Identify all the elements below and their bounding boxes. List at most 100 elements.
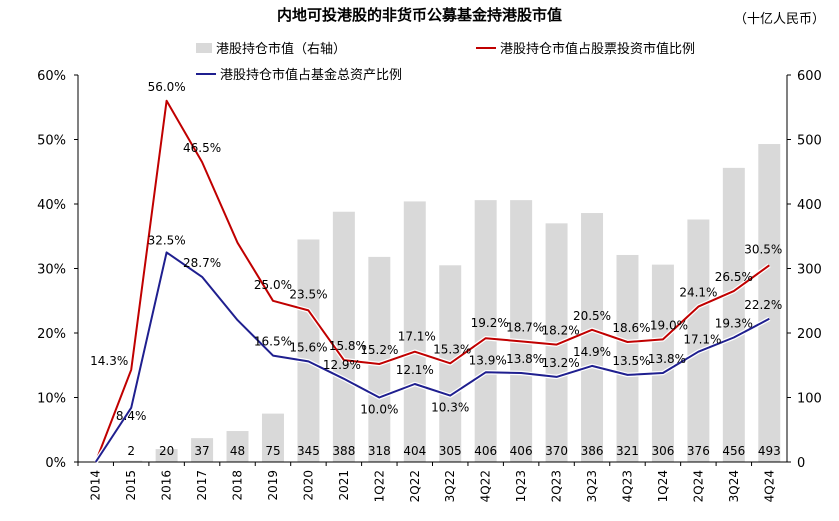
bar <box>651 264 674 462</box>
legend-red-label: 港股持仓市值占股票投资市值比例 <box>500 41 695 57</box>
right-axis-tick-label: 500 <box>797 134 822 149</box>
asset-ratio-label: 13.5% <box>612 354 650 368</box>
x-axis-tick-label: 1Q23 <box>514 470 528 502</box>
bar-value-label: 321 <box>616 444 639 458</box>
bar-value-label: 37 <box>194 444 209 458</box>
right-axis-tick-label: 0 <box>797 456 805 471</box>
x-axis-tick-label: 2015 <box>124 470 138 501</box>
stock-ratio-label: 18.7% <box>506 320 544 334</box>
bar <box>226 431 249 462</box>
asset-ratio-label: 13.2% <box>542 356 580 370</box>
x-axis-tick-label: 2014 <box>89 470 103 501</box>
left-axis-tick-label: 10% <box>37 392 66 407</box>
asset-ratio-label: 10.3% <box>431 401 469 415</box>
stock-ratio-label: 20.5% <box>573 309 611 323</box>
stock-ratio-label: 15.8% <box>329 339 367 353</box>
lines-layer <box>93 98 771 464</box>
chart-title: 内地可投港股的非货币公募基金持港股市值 <box>276 6 562 24</box>
bar-value-label: 386 <box>581 444 604 458</box>
right-axis-tick-label: 200 <box>797 327 822 342</box>
bar <box>687 219 710 462</box>
stock-ratio-label: 19.0% <box>650 318 688 332</box>
stock-ratio-label: 14.3% <box>90 354 128 368</box>
bar <box>403 201 426 463</box>
asset-ratio-label: 16.5% <box>254 335 292 349</box>
stock-ratio-label: 25.0% <box>254 278 292 292</box>
bar-value-label: 48 <box>230 444 245 458</box>
bar-value-label: 404 <box>403 444 426 458</box>
bar <box>155 449 178 462</box>
x-axis-tick-label: 2018 <box>231 470 245 501</box>
unit-label: （十亿人民币） <box>733 12 825 27</box>
asset-ratio-label: 32.5% <box>148 233 186 247</box>
x-axis-tick-label: 2021 <box>337 470 351 501</box>
right-axis-tick-label: 300 <box>797 263 822 278</box>
bar <box>332 211 355 462</box>
bar-value-label: 388 <box>332 444 355 458</box>
bar-value-label: 306 <box>651 444 674 458</box>
legend-bar-swatch <box>196 43 212 53</box>
left-axis-tick-label: 30% <box>37 263 66 278</box>
asset-ratio-label: 12.9% <box>323 358 361 372</box>
stock-ratio-label: 15.3% <box>433 342 471 356</box>
x-axis-tick-label: 3Q22 <box>443 470 457 502</box>
x-axis-tick-label: 1Q24 <box>656 470 670 502</box>
x-axis-tick-label: 3Q23 <box>585 470 599 502</box>
asset-ratio-label: 13.8% <box>506 352 544 366</box>
stock-ratio-label: 56.0% <box>148 80 186 94</box>
labels-layer: 2 20 37 48 75 345 388 318 404 305 406 406 370 386 321 3… <box>90 80 782 458</box>
stock-ratio-label: 23.5% <box>289 287 327 301</box>
stock-ratio-label: 26.5% <box>715 270 753 284</box>
bar-value-label: 75 <box>265 444 280 458</box>
axes-layer: 0% 10% 20% 30% 40% 50% 60% 0 100 200 300 400 500 600 2… <box>37 69 822 502</box>
asset-ratio-label: 15.6% <box>289 340 327 354</box>
asset-ratio-label: 17.1% <box>683 333 721 347</box>
bar <box>581 213 604 462</box>
bar-value-label: 406 <box>474 444 497 458</box>
stock-ratio-label: 30.5% <box>744 242 782 256</box>
x-axis-tick-label: 2016 <box>160 470 174 501</box>
legend-bar-label: 港股持仓市值（右轴） <box>216 41 346 57</box>
bar-value-label: 406 <box>510 444 533 458</box>
stock-ratio-label: 15.2% <box>360 343 398 357</box>
left-axis-tick-label: 0% <box>45 456 66 471</box>
left-axis-tick-label: 50% <box>37 134 66 149</box>
x-axis-tick-label: 2Q23 <box>550 470 564 502</box>
bar-value-label: 493 <box>758 444 781 458</box>
stock-ratio-label: 18.6% <box>612 321 650 335</box>
bar <box>616 254 639 462</box>
legend-blue-label: 港股持仓市值占基金总资产比例 <box>220 67 402 83</box>
right-axis-tick-label: 600 <box>797 69 822 84</box>
x-axis-tick-label: 4Q24 <box>762 470 776 502</box>
x-axis-tick-label: 2017 <box>195 470 209 501</box>
asset-ratio-line <box>94 251 770 463</box>
asset-ratio-label: 22.2% <box>744 298 782 312</box>
left-axis-tick-label: 20% <box>37 327 66 342</box>
bar-value-label: 318 <box>368 444 391 458</box>
right-axis-tick-label: 100 <box>797 392 822 407</box>
stock-ratio-label: 24.1% <box>679 286 717 300</box>
asset-ratio-label: 14.9% <box>573 345 611 359</box>
bar <box>758 144 781 462</box>
asset-ratio-label: 8.4% <box>116 409 147 423</box>
bar <box>297 239 320 462</box>
x-axis-tick-label: 2Q24 <box>691 470 705 502</box>
x-axis-tick-label: 4Q22 <box>479 470 493 502</box>
x-axis-tick-label: 2019 <box>266 470 280 501</box>
stock-ratio-label: 17.1% <box>398 330 436 344</box>
x-axis-tick-label: 4Q23 <box>620 470 634 502</box>
bar <box>510 200 533 462</box>
bar <box>474 200 497 462</box>
stock-ratio-line <box>94 99 770 463</box>
left-axis-tick-label: 40% <box>37 198 66 213</box>
bar-value-label: 20 <box>159 444 174 458</box>
stock-ratio-label: 46.5% <box>183 141 221 155</box>
asset-ratio-label: 13.8% <box>648 352 686 366</box>
stock-ratio-label: 19.2% <box>471 316 509 330</box>
asset-ratio-label: 13.9% <box>469 353 507 367</box>
stock-ratio-label: 18.2% <box>542 324 580 338</box>
bar-value-label: 2 <box>127 444 135 458</box>
bars-layer <box>120 144 781 463</box>
